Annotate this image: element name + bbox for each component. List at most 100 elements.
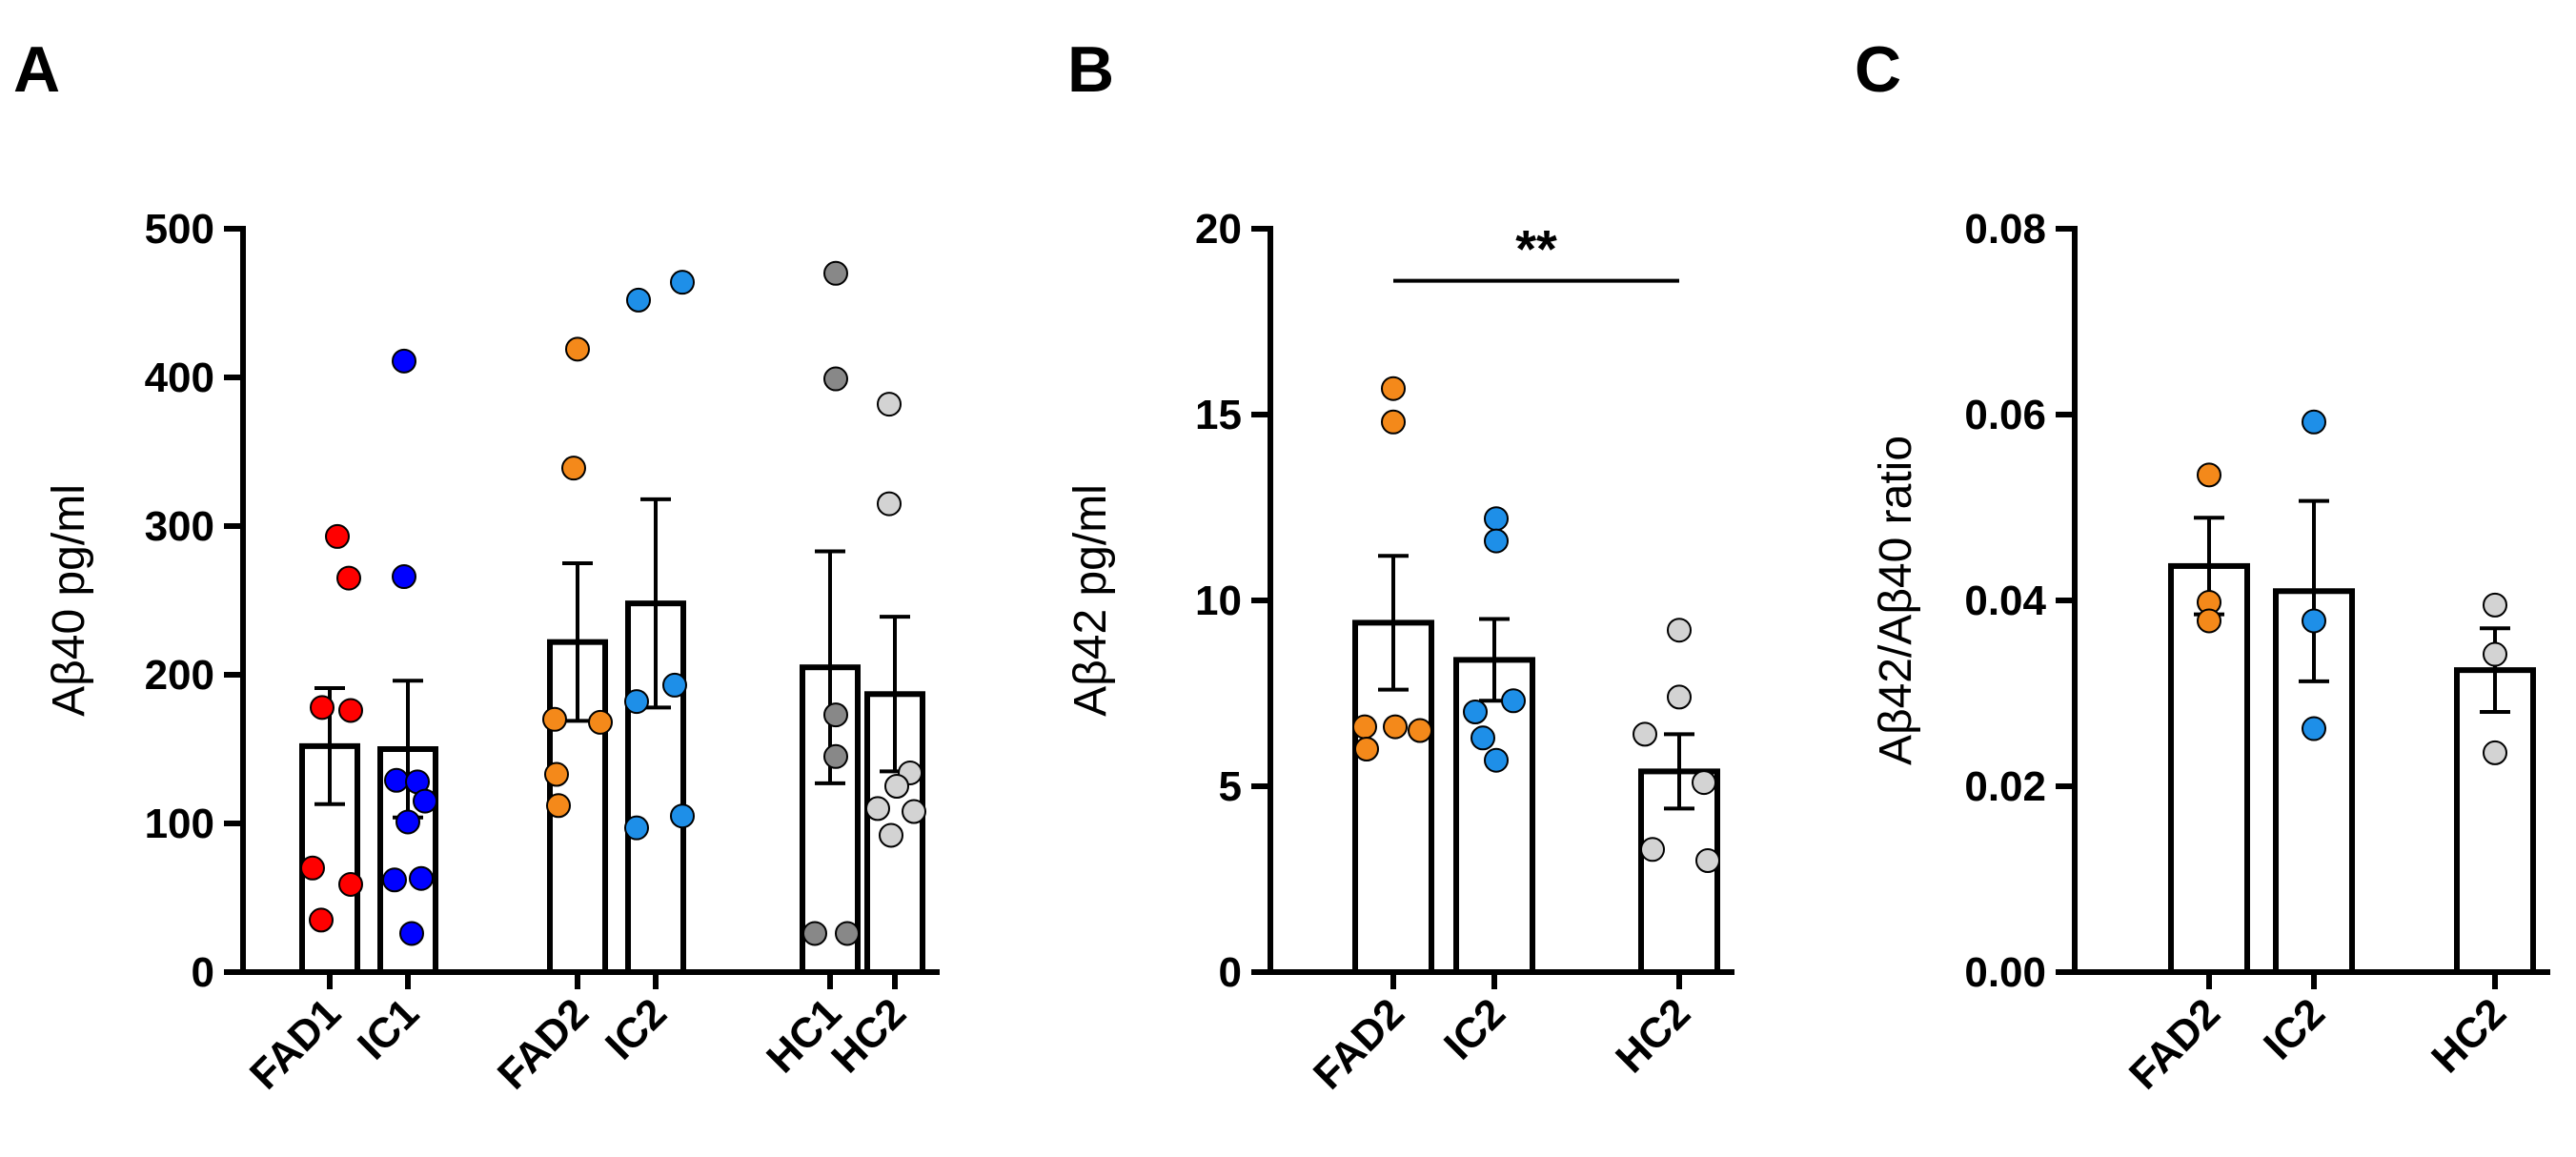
panel-letter: C — [1855, 33, 1901, 106]
significance-label: ** — [1515, 219, 1557, 279]
data-point — [1381, 376, 1406, 401]
y-tick-label: 10 — [1195, 578, 1242, 624]
data-point — [865, 796, 890, 822]
data-point — [1408, 718, 1432, 743]
category-label: IC2 — [2255, 989, 2334, 1068]
data-point — [1484, 528, 1509, 554]
data-point — [1383, 714, 1408, 740]
bar — [2454, 667, 2536, 975]
category-label: IC2 — [597, 989, 676, 1068]
data-point — [884, 774, 909, 799]
data-point — [823, 366, 848, 392]
data-point — [2302, 716, 2326, 741]
y-tick-label: 0.06 — [1964, 392, 2046, 438]
data-point — [2483, 592, 2507, 618]
data-point — [823, 743, 848, 769]
category-label: HC2 — [2423, 989, 2515, 1082]
category-label: HC2 — [822, 989, 915, 1082]
data-point — [336, 565, 361, 591]
data-point — [1640, 837, 1665, 863]
data-point — [1695, 848, 1720, 873]
data-point — [879, 822, 903, 848]
data-point — [1354, 737, 1379, 761]
data-point — [624, 815, 649, 841]
data-point — [2302, 409, 2326, 435]
data-point — [1667, 618, 1692, 643]
data-point — [565, 336, 590, 362]
y-tick-label: 0 — [1219, 949, 1242, 996]
data-point — [802, 921, 827, 946]
y-tick-label: 20 — [1195, 206, 1242, 253]
y-tick-label: 500 — [145, 206, 214, 253]
y-axis-title: Aβ42 pg/ml — [1065, 484, 1116, 717]
panel-letter: A — [13, 33, 60, 106]
data-point — [2483, 740, 2507, 765]
y-tick-label: 200 — [145, 652, 214, 699]
data-point — [300, 855, 325, 881]
data-point — [626, 287, 651, 313]
data-point — [396, 809, 420, 835]
data-point — [662, 672, 687, 698]
data-point — [310, 695, 335, 721]
data-point — [392, 348, 416, 374]
data-point — [1667, 684, 1692, 710]
data-point — [409, 865, 434, 891]
data-point — [670, 270, 695, 295]
data-point — [823, 260, 848, 286]
category-label: HC2 — [1607, 989, 1699, 1082]
y-tick-label: 0.04 — [1964, 578, 2046, 624]
panel-letter: B — [1067, 33, 1114, 106]
y-tick-label: 15 — [1195, 392, 1242, 438]
data-point — [2302, 608, 2326, 634]
category-label: FAD2 — [489, 989, 598, 1098]
data-point — [1471, 725, 1495, 751]
y-tick-label: 0.08 — [1964, 206, 2046, 253]
data-point — [1381, 409, 1406, 435]
data-point — [399, 921, 424, 946]
data-point — [413, 788, 437, 814]
data-point — [902, 799, 926, 824]
y-tick-label: 300 — [145, 503, 214, 550]
y-tick-label: 0.02 — [1964, 763, 2046, 810]
data-point — [384, 767, 409, 793]
data-point — [325, 523, 350, 549]
category-label: FAD1 — [241, 989, 350, 1098]
data-point — [1692, 770, 1716, 796]
data-point — [544, 761, 569, 787]
data-point — [382, 867, 407, 893]
category-label: IC1 — [349, 989, 428, 1068]
data-point — [670, 803, 695, 829]
data-point — [877, 392, 902, 417]
data-point — [309, 907, 334, 933]
panel-c: C Aβ42/Aβ40 ratio 0.00 0.02 0.04 0.06 0.08 FAD2… — [1855, 33, 2550, 1099]
data-point — [338, 698, 363, 723]
data-point — [1352, 714, 1377, 740]
data-point — [1501, 688, 1526, 714]
data-point — [561, 456, 586, 481]
y-tick-label: 400 — [145, 355, 214, 401]
y-tick-label: 5 — [1219, 763, 1242, 810]
data-point — [338, 871, 363, 897]
y-tick-label: 0.00 — [1964, 949, 2046, 996]
data-point — [546, 793, 571, 819]
data-point — [823, 702, 848, 728]
y-axis-title: Aβ42/Aβ40 ratio — [1871, 436, 1921, 765]
data-point — [392, 564, 416, 590]
data-point — [542, 706, 567, 732]
panel-b: B Aβ42 pg/ml 0 5 10 15 20 FAD2 IC2 HC2 ** — [1065, 33, 1734, 1099]
data-point — [835, 921, 860, 946]
data-point — [877, 491, 902, 517]
data-point — [2197, 462, 2221, 488]
category-label: IC2 — [1435, 989, 1514, 1068]
data-point — [588, 709, 613, 735]
data-point — [1633, 721, 1657, 747]
y-tick-label: 100 — [145, 801, 214, 847]
data-point — [1484, 506, 1509, 532]
y-axis-title: Aβ40 pg/ml — [44, 484, 94, 717]
category-label: FAD2 — [2120, 989, 2229, 1098]
data-point — [2197, 608, 2221, 634]
data-point — [1463, 700, 1488, 724]
data-point — [624, 689, 649, 715]
